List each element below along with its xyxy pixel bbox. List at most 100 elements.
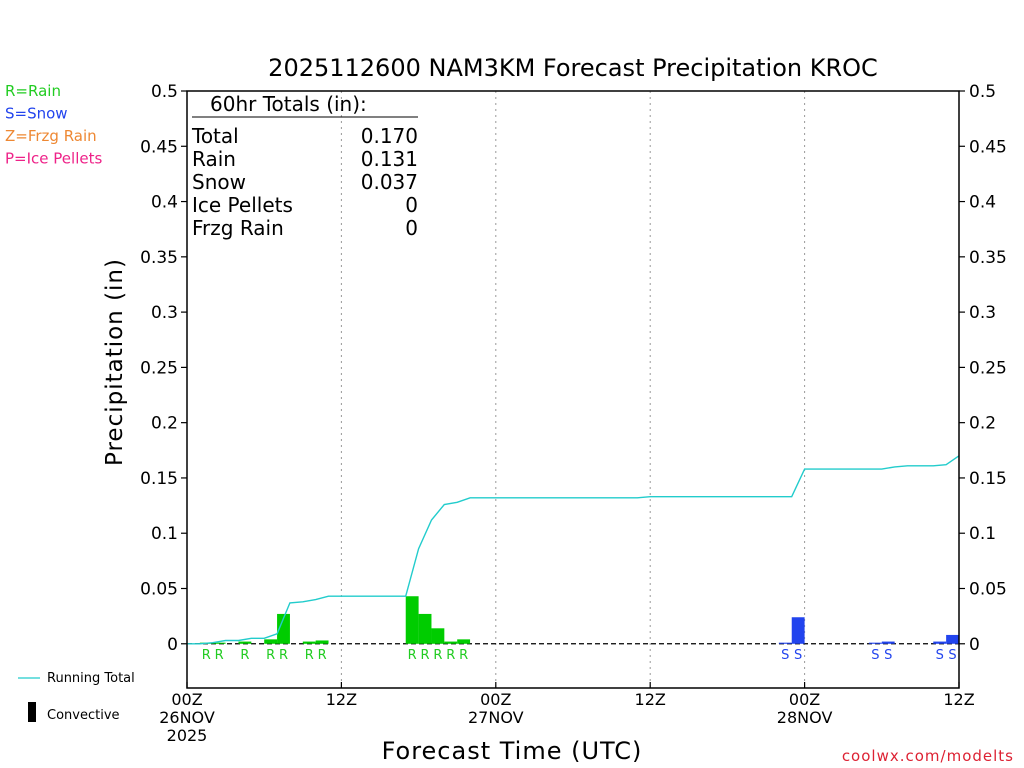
y-tick-label-right: 0.45 [969, 137, 1007, 157]
totals-row-label: Rain [192, 147, 236, 171]
x-tick-date: 26NOV [159, 708, 215, 727]
x-tick-label: 12Z [943, 690, 974, 709]
type-letter: R [421, 648, 430, 663]
convective-swatch [28, 702, 36, 722]
type-letter: S [884, 648, 892, 663]
totals-title: 60hr Totals (in): [210, 92, 367, 116]
totals-row-label: Ice Pellets [192, 193, 293, 217]
rain-bar [431, 628, 445, 644]
rain-bar [212, 642, 226, 644]
y-tick-label: 0.1 [151, 524, 178, 544]
running-total-line [187, 455, 960, 645]
x-tick-label: 00Z [171, 690, 202, 709]
rain-bar [444, 641, 458, 644]
precip-bars [199, 596, 959, 644]
rain-bar [302, 641, 316, 644]
y-tick-label-right: 0.2 [969, 414, 996, 434]
type-legend-entry: Z=Frzg Rain [5, 127, 97, 145]
type-letter: S [781, 648, 789, 663]
totals-row-label: Snow [192, 170, 246, 194]
y-tick-label-right: 0.5 [969, 82, 996, 102]
x-tick-label: 12Z [326, 690, 357, 709]
rain-bar [457, 639, 471, 644]
type-letter: R [433, 648, 442, 663]
y-tick-label: 0.2 [151, 414, 178, 434]
type-letter: R [305, 648, 314, 663]
type-letter: R [459, 648, 468, 663]
snow-bar [933, 641, 947, 644]
snow-bar [881, 641, 895, 644]
totals-row-value: 0 [405, 193, 418, 217]
totals-row-value: 0.037 [361, 170, 418, 194]
y-tick-label-right: 0.4 [969, 193, 996, 213]
y-tick-label: 0.05 [140, 580, 178, 600]
type-letter: R [279, 648, 288, 663]
y-tick-label-right: 0.35 [969, 248, 1007, 268]
type-letter: R [408, 648, 417, 663]
type-letter: R [446, 648, 455, 663]
snow-bar [778, 642, 792, 644]
rain-bar [264, 639, 278, 644]
x-tick-label: 00Z [480, 690, 511, 709]
rain-bar [238, 641, 252, 644]
type-letter: R [318, 648, 327, 663]
bottom-legend: Running Total Convective [18, 671, 135, 723]
plot-frame [186, 90, 960, 689]
credit-text: coolwx.com/modelts [842, 747, 1014, 765]
type-letter: R [202, 648, 211, 663]
totals-row-value: 0 [405, 216, 418, 240]
x-tick-date: 28NOV [777, 708, 833, 727]
y-axis-label: Precipitation (in) [102, 258, 128, 466]
chart-title: 2025112600 NAM3KM Forecast Precipitation… [268, 54, 878, 82]
type-legend-entry: P=Ice Pellets [5, 150, 102, 168]
totals-row-value: 0.170 [361, 124, 418, 148]
type-legend-entry: R=Rain [5, 82, 61, 100]
y-tick-label: 0.3 [151, 303, 178, 323]
y-tick-label-right: 0.05 [969, 580, 1007, 600]
y-tick-label-right: 0.3 [969, 303, 996, 323]
y-tick-label: 0.5 [151, 82, 178, 102]
y-tick-label: 0.15 [140, 469, 178, 489]
snow-bar [946, 634, 959, 644]
totals-box: 60hr Totals (in): Total 0.170 Rain 0.131 Sno… [191, 92, 418, 240]
x-tick-date: 27NOV [468, 708, 524, 727]
snow-bar [791, 617, 805, 644]
x-tick-year: 2025 [167, 726, 208, 745]
y-axis-right: 0 0.05 0.1 0.15 0.2 0.25 0.3 0.35 0.4 0.45 0.5 [959, 82, 1007, 655]
convective-legend-label: Convective [47, 708, 120, 723]
type-letter: R [215, 648, 224, 663]
type-letter: S [871, 648, 879, 663]
precip-type-legend: R=Rain S=Snow Z=Frzg Rain P=Ice Pellets [5, 82, 102, 168]
y-tick-label: 0 [167, 635, 178, 655]
type-letter: R [240, 648, 249, 663]
rain-bar [418, 613, 432, 644]
type-letter: S [936, 648, 944, 663]
type-letter: R [266, 648, 275, 663]
running-total-legend-label: Running Total [47, 671, 135, 686]
type-letter: S [948, 648, 956, 663]
x-tick-label: 00Z [789, 690, 820, 709]
snow-bar [868, 642, 882, 644]
x-axis-label: Forecast Time (UTC) [382, 737, 643, 765]
totals-row-label: Total [191, 124, 239, 148]
type-letter: S [794, 648, 802, 663]
y-tick-label-right: 0.1 [969, 524, 996, 544]
totals-row-value: 0.131 [361, 147, 418, 171]
y-tick-label-right: 0.15 [969, 469, 1007, 489]
type-legend-entry: S=Snow [5, 105, 68, 123]
y-tick-label: 0.25 [140, 358, 178, 378]
rain-bar [405, 596, 419, 644]
y-axis-left: 0 0.05 0.1 0.15 0.2 0.25 0.3 0.35 0.4 0.45 0.5 [140, 82, 187, 655]
x-tick-label: 12Z [635, 690, 666, 709]
rain-bar [315, 640, 329, 644]
y-tick-label: 0.45 [140, 137, 178, 157]
y-tick-label: 0.4 [151, 193, 178, 213]
y-tick-label: 0.35 [140, 248, 178, 268]
y-tick-label-right: 0 [969, 635, 980, 655]
totals-row-label: Frzg Rain [192, 216, 284, 240]
rain-bar [277, 613, 290, 644]
y-tick-label-right: 0.25 [969, 358, 1007, 378]
